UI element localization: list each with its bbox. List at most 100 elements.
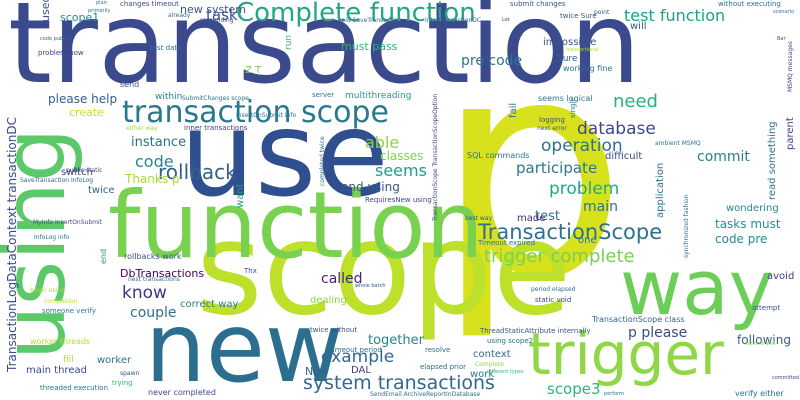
word-must-pass: must pass xyxy=(341,40,398,53)
word-used: used xyxy=(39,0,52,22)
word-want: want xyxy=(235,183,246,208)
word-single: single xyxy=(569,97,577,118)
word-resolve: resolve xyxy=(425,346,451,354)
word-now: Now xyxy=(305,365,329,378)
word-work: work xyxy=(470,369,495,380)
word-transactionscope: TransactionScope xyxy=(478,220,663,244)
word-committed: committed xyxy=(772,375,800,381)
word-read-something: read something xyxy=(767,121,778,200)
word-fill: fill xyxy=(63,355,74,365)
word-pre-code: pre code xyxy=(461,53,523,69)
word-z-t: Z T xyxy=(245,65,262,76)
word-dealing: dealing xyxy=(310,295,347,306)
word-commit: commit xyxy=(697,149,750,165)
word-nest-transactions: nest transactions xyxy=(128,276,180,283)
word-within: within xyxy=(155,92,183,102)
word-perform: perform xyxy=(604,391,624,397)
word-instance: instance xyxy=(131,135,187,150)
word-parent: parent xyxy=(785,117,796,150)
word-test: test xyxy=(535,209,560,224)
word-primarily: primarily xyxy=(88,8,111,14)
word-scenario: scenario xyxy=(773,9,795,15)
word-difficult: difficult xyxy=(605,151,643,162)
word-impossible: impossible xyxy=(543,37,597,48)
word-scope1: scope1 xyxy=(60,11,100,24)
word-code-public: code public xyxy=(40,36,69,42)
word-able: able xyxy=(365,133,400,152)
word-public-static: public static xyxy=(66,167,103,174)
word-spawn: spawn xyxy=(120,370,140,377)
word-one: one xyxy=(578,235,597,246)
word-operation: operation xyxy=(541,136,623,156)
word-scope: scope xyxy=(196,195,572,344)
word-already: already xyxy=(168,12,191,19)
word-participate: participate xyxy=(516,159,598,177)
word-rollbacks-work: rollbacks work xyxy=(124,252,182,261)
word-myinfo-insertonsubmit: MyInfo InsertOnSubmit xyxy=(33,219,103,226)
word-run: run xyxy=(284,34,294,50)
word-trigger-complete: trigger complete xyxy=(484,246,635,267)
word-couple: couple xyxy=(130,305,177,321)
word-system-transactions: system transactions xyxy=(303,372,495,394)
word-seems-logical: seems logical xyxy=(538,94,593,103)
word-responding: responding xyxy=(200,17,234,24)
word-main-thread: main thread xyxy=(26,365,87,376)
word-wondering: wondering xyxy=(726,203,779,214)
word-threadstaticattribute: ThreadStaticAttribute internally xyxy=(480,327,591,335)
word-transaction-scope: transaction scope xyxy=(122,95,389,130)
word-transaction: transaction xyxy=(8,0,641,109)
word-thx: Thx xyxy=(244,267,257,275)
word-ambient-msmq: ambient MSMQ xyxy=(655,140,701,147)
word-know: know xyxy=(122,283,167,303)
word-begin-using: begin using xyxy=(30,287,65,294)
word-p: p xyxy=(436,0,627,344)
word-switch: switch xyxy=(61,167,93,178)
word-sql-commands: SQL commands xyxy=(467,151,530,160)
word-avoid: avoid xyxy=(767,271,795,282)
word-made: made xyxy=(517,213,546,224)
word-timeout-period: timeout period xyxy=(330,346,382,354)
word-best-way: best way xyxy=(465,215,493,222)
word-transactionscope-option: TransactionScope TransactionScopeOption xyxy=(432,93,439,221)
word-complete-function: Complete function xyxy=(236,0,476,28)
word-timeout-expired: Timeout expired xyxy=(478,239,536,247)
word-test-function: test function xyxy=(624,6,726,25)
word-seems: seems xyxy=(375,161,427,180)
word-point: point xyxy=(594,9,610,16)
word-called: called xyxy=(321,271,363,287)
word-trigger: trigger xyxy=(528,320,724,388)
word-multithreading: multithreading xyxy=(345,91,412,101)
word-changes-timeout: changes timeout xyxy=(120,0,179,8)
word-thanks-p: Thanks p xyxy=(125,172,180,186)
word-transactionscope-class: TransactionScope class xyxy=(592,315,685,324)
word-example: example xyxy=(321,347,395,367)
word-way: way xyxy=(620,243,774,332)
word-attempt: attempt xyxy=(752,304,781,312)
word-static-void: static void xyxy=(535,296,572,304)
word-new-system: new system xyxy=(180,3,246,16)
word-completed-twice: completed twice xyxy=(319,136,326,186)
word-transactional: transactional xyxy=(566,47,599,53)
word-code-pre: code pre xyxy=(715,232,768,246)
word-completion: completion xyxy=(44,298,78,305)
word-context: context xyxy=(473,349,511,360)
word-next-error: next error xyxy=(537,125,567,132)
word-tasks-must: tasks must xyxy=(715,217,781,231)
word-submit-changes: submit changes xyxy=(510,0,566,8)
word-twice: twice xyxy=(88,185,115,196)
word-without-executing: without executing xyxy=(718,0,781,8)
word-worker: worker xyxy=(97,355,132,366)
word-send: send xyxy=(120,80,140,89)
word-database: database xyxy=(577,119,656,139)
word-task: task xyxy=(206,6,238,24)
word-dal: DAL xyxy=(351,365,371,376)
word-problem-now: problem now xyxy=(38,49,84,57)
word-fail: fail xyxy=(508,102,519,118)
word-trying: trying xyxy=(112,379,133,387)
word-worker-threads: worker threads xyxy=(30,337,91,346)
word-commit-and: commit and xyxy=(745,341,775,347)
word-problem: problem xyxy=(549,179,620,199)
word-new: new xyxy=(145,292,344,400)
word-function: function xyxy=(108,172,484,279)
